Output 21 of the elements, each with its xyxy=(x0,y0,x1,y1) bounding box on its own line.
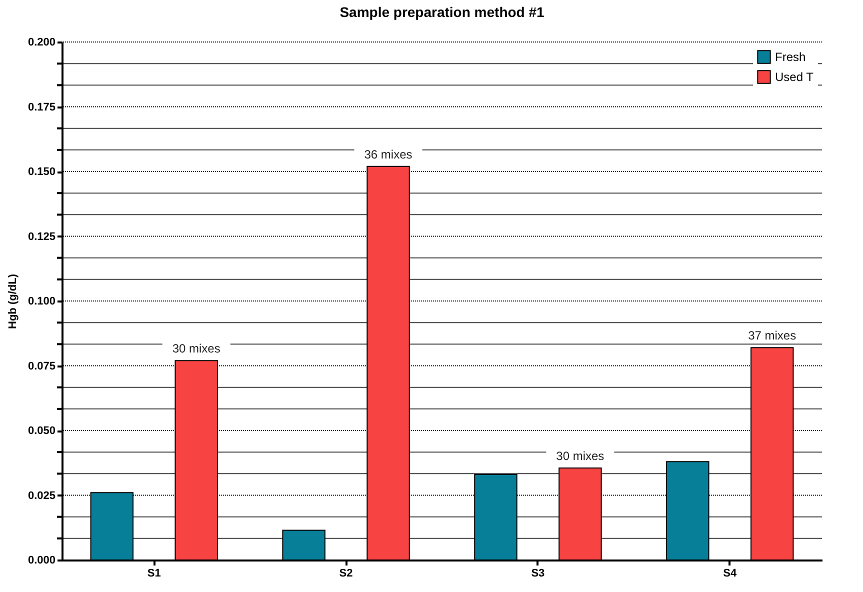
x-tick-label: S1 xyxy=(147,568,161,580)
y-tick-label: 0.100 xyxy=(28,296,56,308)
y-tick-label: 0.125 xyxy=(28,230,56,243)
y-tick-label: 0.175 xyxy=(28,101,56,114)
y-tick-label: 0.075 xyxy=(28,360,56,372)
annotation: 37 mixes xyxy=(748,328,796,343)
chart-title: Sample preparation method #1 xyxy=(340,4,545,20)
y-tick-label: 0.200 xyxy=(28,36,56,48)
y-tick-label: 0.050 xyxy=(28,425,56,437)
annotation: 36 mixes xyxy=(364,147,412,162)
annotation: 30 mixes xyxy=(556,449,604,464)
y-tick-label: 0.150 xyxy=(28,166,56,178)
y-tick-label: 0.025 xyxy=(28,490,56,502)
x-tick-label: S4 xyxy=(723,568,738,580)
x-tick-label: S3 xyxy=(531,568,545,580)
y-axis-title: Hgb (g/dL) xyxy=(6,274,19,329)
x-tick-label: S2 xyxy=(339,568,353,580)
annotation: 30 mixes xyxy=(172,342,220,356)
y-tick-label: 0.000 xyxy=(28,554,56,566)
legend-label: Used T xyxy=(775,70,814,84)
legend-label: Fresh xyxy=(775,50,806,64)
